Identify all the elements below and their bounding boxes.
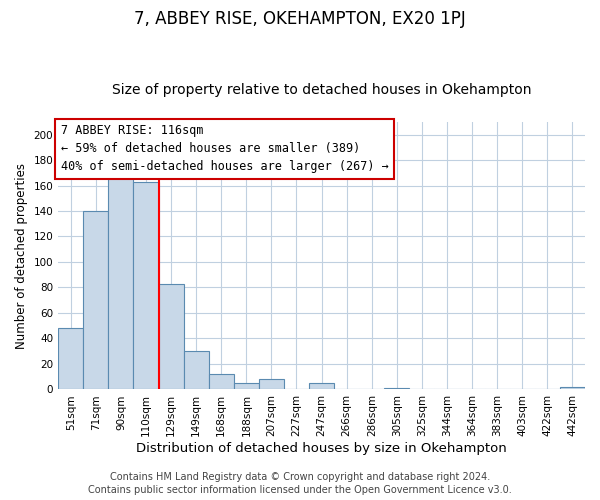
X-axis label: Distribution of detached houses by size in Okehampton: Distribution of detached houses by size … [136, 442, 507, 455]
Text: 7 ABBEY RISE: 116sqm
← 59% of detached houses are smaller (389)
40% of semi-deta: 7 ABBEY RISE: 116sqm ← 59% of detached h… [61, 124, 389, 174]
Bar [158, 284, 184, 390]
Title: Size of property relative to detached houses in Okehampton: Size of property relative to detached ho… [112, 83, 532, 97]
Text: 7, ABBEY RISE, OKEHAMPTON, EX20 1PJ: 7, ABBEY RISE, OKEHAMPTON, EX20 1PJ [134, 10, 466, 28]
Bar [234, 383, 259, 390]
Bar [385, 388, 409, 390]
Y-axis label: Number of detached properties: Number of detached properties [15, 162, 28, 348]
Text: Contains HM Land Registry data © Crown copyright and database right 2024.
Contai: Contains HM Land Registry data © Crown c… [88, 472, 512, 495]
Bar [209, 374, 234, 390]
Bar [83, 211, 109, 390]
Bar [259, 380, 284, 390]
Bar [109, 176, 133, 390]
Bar [133, 182, 158, 390]
Bar [309, 383, 334, 390]
Bar [58, 328, 83, 390]
Bar [184, 351, 209, 390]
Bar [560, 387, 585, 390]
